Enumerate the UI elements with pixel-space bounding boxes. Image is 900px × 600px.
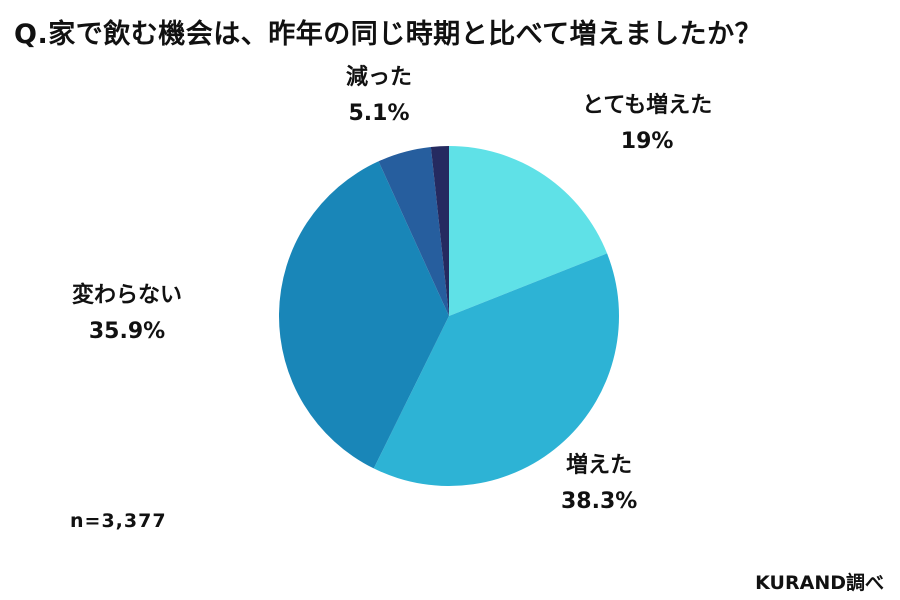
slice-name: 減った	[346, 65, 413, 90]
pie-slice-0	[449, 146, 608, 316]
pie-slices	[278, 146, 620, 486]
sample-size: n=3,377	[70, 510, 167, 532]
slice-label-increased: 増えた 38.3%	[561, 448, 637, 520]
pie-slice-2	[278, 161, 449, 469]
slice-name: 増えた	[566, 453, 633, 478]
slice-label-decreased: 減った 5.1%	[346, 60, 412, 132]
slice-percent: 5.1%	[348, 101, 410, 126]
pie-slice-3	[378, 146, 449, 316]
slice-percent: 35.9%	[88, 319, 166, 344]
chart-title: Q.家で飲む機会は、昨年の同じ時期と比べて増えましたか？	[14, 19, 763, 50]
pie-slice-1	[373, 253, 620, 486]
pie-slice-4	[430, 146, 449, 316]
source-credit: KURAND調べ	[755, 572, 884, 594]
slice-label-very-increased: とても増えた 19%	[582, 88, 712, 160]
slice-percent: 19%	[620, 129, 674, 154]
slice-name: 変わらない	[72, 283, 183, 308]
slice-name: とても増えた	[582, 93, 713, 118]
slice-label-unchanged: 変わらない 35.9%	[72, 278, 182, 350]
slice-percent: 38.3%	[561, 489, 638, 514]
